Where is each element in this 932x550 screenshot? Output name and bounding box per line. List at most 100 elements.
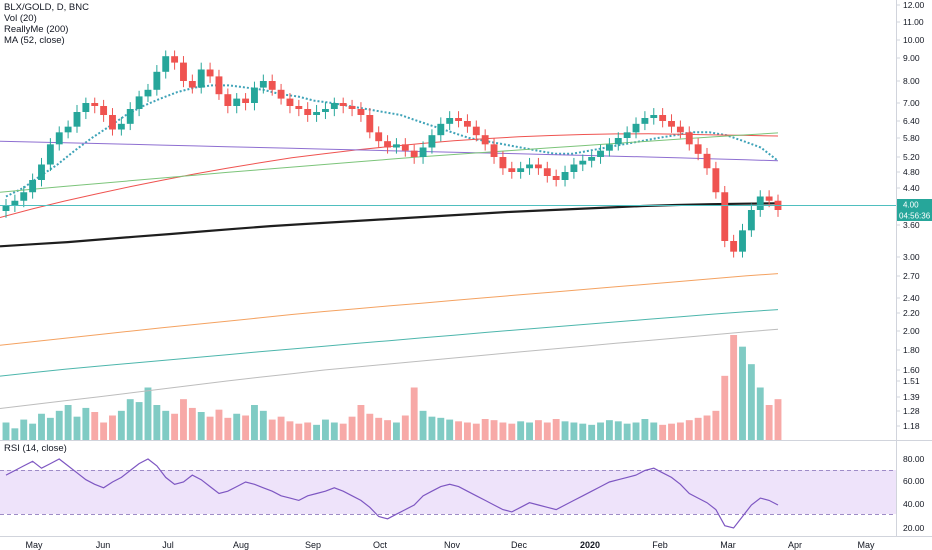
candle-body bbox=[162, 56, 170, 72]
time-tick-label: Mar bbox=[720, 540, 736, 550]
price-tick-label: 1.60 bbox=[903, 365, 920, 375]
time-tick-label: Apr bbox=[788, 540, 802, 550]
candle-body bbox=[73, 112, 81, 127]
volume-bar bbox=[605, 420, 613, 440]
symbol-label[interactable]: BLX/GOLD, D, BNC bbox=[4, 2, 89, 13]
candle-body bbox=[109, 115, 116, 130]
candle-body bbox=[91, 103, 99, 106]
price-tick-label: 1.18 bbox=[903, 421, 920, 431]
volume-bar bbox=[126, 399, 134, 440]
volume-bar bbox=[543, 422, 551, 440]
candle-body bbox=[570, 164, 578, 172]
candle-body bbox=[206, 69, 214, 77]
volume-bar bbox=[579, 423, 587, 440]
price-tick-label: 1.39 bbox=[903, 392, 920, 402]
time-tick-label: 2020 bbox=[580, 540, 600, 550]
time-axis[interactable]: May Jun Jul Aug Sep Oct Nov Dec 2020 Feb Mar Apr May bbox=[25, 540, 875, 550]
rsi-line bbox=[5, 458, 779, 529]
volume-bar bbox=[117, 410, 125, 440]
price-tick-label: 2.70 bbox=[903, 271, 920, 281]
candle-body bbox=[632, 123, 640, 133]
candle-body bbox=[46, 144, 54, 165]
rsi-label[interactable]: RSI (14, close) bbox=[4, 443, 67, 454]
rsi-axis[interactable]: 80.00 60.00 40.00 20.00 bbox=[903, 454, 925, 533]
rsi-tick-label: 40.00 bbox=[903, 499, 925, 509]
volume-bar bbox=[712, 410, 720, 440]
volume-bar bbox=[721, 375, 729, 440]
price-tick-label: 3.00 bbox=[903, 252, 920, 262]
candle-body bbox=[490, 144, 498, 157]
price-tick-label: 4.40 bbox=[903, 183, 920, 193]
volume-bar bbox=[313, 424, 321, 440]
time-tick-label: Feb bbox=[652, 540, 668, 550]
candle-body bbox=[277, 89, 285, 99]
candle-body bbox=[463, 121, 471, 127]
candle-body bbox=[339, 103, 347, 106]
time-tick-label: Jun bbox=[96, 540, 111, 550]
volume-bar bbox=[676, 422, 684, 440]
price-tick-label: 5.80 bbox=[903, 133, 920, 143]
candle-body bbox=[64, 126, 72, 133]
indicator-volume-label[interactable]: Vol (20) bbox=[4, 13, 37, 24]
rsi-legend: RSI (14, close) bbox=[4, 443, 67, 454]
countdown-tag bbox=[897, 210, 932, 221]
price-tick-label: 9.00 bbox=[903, 53, 920, 63]
volume-bar bbox=[490, 420, 498, 440]
price-axis[interactable]: 12.00 11.00 10.00 9.00 8.00 7.00 6.40 5.80 5.20 4… bbox=[896, 0, 925, 431]
price-tick-label: 2.40 bbox=[903, 293, 920, 303]
volume-bar bbox=[765, 405, 773, 440]
price-tick-label: 6.40 bbox=[903, 116, 920, 126]
price-tick-label: 8.00 bbox=[903, 76, 920, 86]
last-price-tag bbox=[897, 199, 932, 210]
price-tick-label: 5.20 bbox=[903, 152, 920, 162]
volume-bar bbox=[659, 424, 667, 440]
volume-bar bbox=[251, 405, 258, 440]
candle-body bbox=[384, 141, 391, 148]
indicator-reallyme-label[interactable]: ReallyMe (200) bbox=[4, 24, 69, 35]
candle-body bbox=[481, 135, 489, 145]
candle-body bbox=[233, 98, 241, 106]
candle-body bbox=[197, 69, 205, 88]
candle-body bbox=[322, 109, 329, 112]
candle-body bbox=[712, 168, 720, 193]
volume-bar bbox=[384, 420, 391, 440]
candle-body bbox=[11, 200, 19, 205]
volume-bar bbox=[11, 428, 19, 440]
candle-body bbox=[126, 109, 134, 124]
candle-body bbox=[614, 138, 622, 145]
volume-bar bbox=[242, 415, 250, 440]
candle-body bbox=[508, 168, 516, 172]
volume-bar bbox=[46, 417, 54, 440]
candle-body bbox=[348, 106, 356, 109]
indicator-ma-label[interactable]: MA (52, close) bbox=[4, 35, 65, 46]
volume-bar bbox=[29, 423, 37, 440]
time-tick-label: May bbox=[25, 540, 43, 550]
volume-bar bbox=[2, 422, 10, 440]
volume-bar bbox=[197, 412, 205, 440]
volume-bar bbox=[623, 423, 631, 440]
volume-bar bbox=[135, 402, 143, 440]
volume-bar bbox=[393, 422, 400, 440]
volume-bar bbox=[295, 423, 303, 440]
candle-body bbox=[739, 230, 746, 252]
rsi-tick-label: 60.00 bbox=[903, 476, 925, 486]
ma-green-line bbox=[0, 132, 779, 193]
volume-bar bbox=[570, 422, 578, 440]
main-pane[interactable] bbox=[0, 0, 896, 440]
price-tick-label: 11.00 bbox=[903, 17, 924, 27]
volume-bar bbox=[508, 423, 516, 440]
candle-body bbox=[82, 103, 90, 112]
volume-bar bbox=[171, 413, 179, 440]
volume-bar bbox=[534, 420, 542, 440]
volume-bar bbox=[526, 422, 533, 440]
candle-body bbox=[428, 135, 436, 148]
volume-bar bbox=[188, 407, 196, 440]
volume-bar bbox=[304, 422, 312, 440]
price-tick-label: 2.20 bbox=[903, 308, 920, 318]
volume-bar bbox=[322, 419, 329, 440]
volume-bar bbox=[517, 421, 525, 440]
candle-body bbox=[437, 123, 445, 136]
price-tick-label: 7.00 bbox=[903, 98, 920, 108]
volume-bar bbox=[774, 399, 782, 440]
